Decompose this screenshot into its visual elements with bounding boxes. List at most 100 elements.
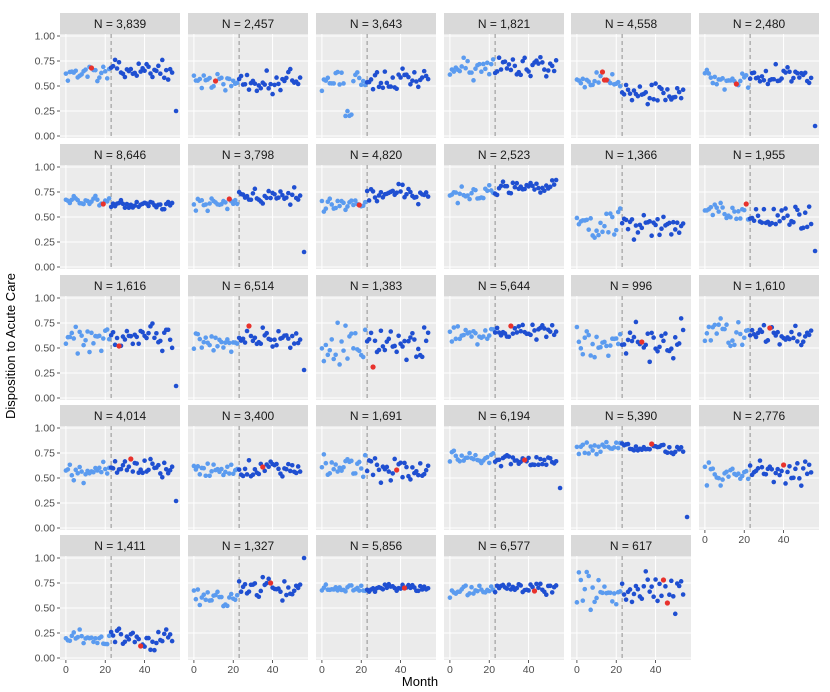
x-tick-label: 20	[483, 664, 495, 676]
pre-point	[207, 75, 212, 81]
post-point	[795, 207, 800, 213]
post-point	[394, 190, 399, 196]
post-point	[538, 581, 543, 587]
pre-point	[606, 229, 611, 235]
pre-point	[588, 607, 593, 613]
post-point	[631, 591, 637, 597]
post-point	[659, 593, 664, 599]
pre-point	[611, 232, 617, 237]
y-tick-label: 0.25	[35, 106, 56, 118]
post-point	[110, 329, 116, 335]
pre-point	[590, 82, 595, 88]
pre-point	[586, 227, 592, 232]
y-tick-label: 1.00	[35, 162, 56, 174]
post-point	[152, 647, 157, 653]
post-point	[651, 96, 656, 102]
pre-point	[732, 209, 737, 214]
post-point	[804, 471, 810, 477]
post-point	[532, 187, 537, 192]
pre-point	[197, 602, 203, 608]
post-point	[498, 463, 504, 469]
pre-point	[453, 453, 459, 459]
pre-point	[327, 196, 333, 202]
post-point	[295, 464, 301, 469]
pre-point	[106, 633, 112, 639]
pre-point	[598, 344, 603, 350]
pre-point	[486, 182, 492, 188]
post-point	[494, 69, 500, 74]
pre-point	[73, 324, 79, 330]
pre-point	[463, 327, 468, 333]
post-point	[284, 466, 289, 472]
post-point	[808, 328, 814, 333]
post-point	[284, 195, 289, 200]
post-point	[785, 469, 790, 475]
pre-point	[331, 81, 337, 86]
post-point	[496, 457, 502, 463]
post-point	[512, 184, 518, 190]
pre-point	[578, 346, 584, 351]
post-point	[378, 480, 384, 485]
pre-point	[586, 451, 592, 456]
highlight-point	[138, 643, 144, 649]
pre-point	[451, 325, 457, 330]
post-point	[549, 322, 555, 328]
post-point	[641, 584, 647, 589]
post-point	[364, 188, 370, 194]
pre-point	[341, 348, 346, 353]
post-point	[159, 638, 165, 644]
pre-point	[319, 198, 325, 204]
pre-point	[100, 64, 106, 70]
post-point	[295, 197, 301, 202]
pre-point	[230, 201, 236, 207]
post-point	[425, 463, 431, 469]
post-point	[678, 316, 684, 321]
post-point	[419, 75, 425, 80]
pre-point	[714, 81, 720, 87]
pre-point	[349, 112, 354, 117]
post-point	[128, 66, 134, 72]
post-point	[647, 359, 652, 365]
pre-point	[69, 330, 75, 336]
pre-point	[594, 334, 599, 340]
post-point	[808, 75, 814, 81]
pre-point	[708, 204, 714, 210]
post-point	[286, 336, 291, 341]
panel-strip-label: N = 5,390	[605, 409, 658, 423]
post-point	[526, 69, 531, 74]
x-tick-label: 0	[702, 534, 708, 546]
post-point	[108, 629, 114, 635]
pre-point	[617, 331, 623, 337]
pre-point	[588, 216, 593, 221]
post-point	[252, 581, 258, 586]
post-point	[112, 57, 118, 63]
pre-point	[580, 598, 586, 603]
post-point	[380, 344, 386, 349]
post-point	[765, 81, 771, 87]
pre-point	[100, 459, 106, 465]
panel-7: N = 8,646 0.00 0.25 0.50 0.75 1.00	[35, 144, 180, 274]
pre-point	[467, 450, 472, 456]
post-point	[536, 185, 541, 191]
post-point	[414, 79, 419, 84]
pre-point	[195, 464, 201, 469]
pre-point	[596, 444, 601, 449]
y-tick-label: 0.50	[35, 212, 56, 224]
pre-point	[483, 66, 488, 72]
post-point	[256, 594, 262, 600]
post-point	[806, 204, 812, 209]
post-point	[619, 581, 625, 587]
post-point	[672, 611, 678, 617]
post-point	[674, 85, 680, 91]
post-point	[553, 458, 559, 464]
post-point	[749, 327, 755, 333]
y-tick-label: 0.75	[35, 448, 56, 460]
y-tick-label: 1.00	[35, 553, 56, 565]
post-point	[789, 79, 794, 84]
pre-point	[734, 216, 739, 222]
post-point	[755, 466, 761, 471]
panel-3: N = 3,643	[316, 13, 436, 138]
pre-point	[356, 459, 362, 465]
post-point	[787, 336, 792, 342]
pre-point	[608, 343, 613, 348]
